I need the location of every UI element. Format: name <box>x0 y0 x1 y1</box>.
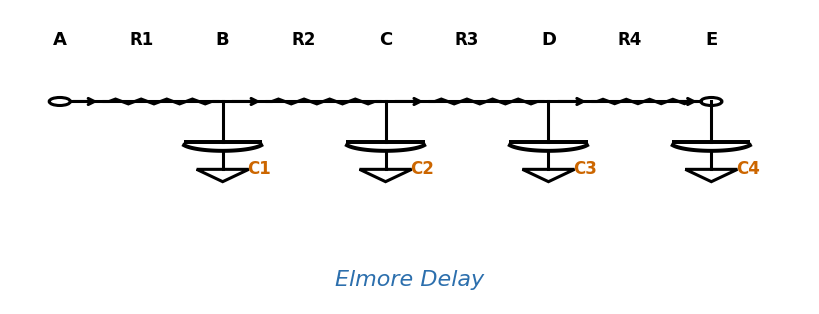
Text: C4: C4 <box>735 160 758 178</box>
Text: D: D <box>541 31 555 49</box>
Text: C2: C2 <box>410 160 433 178</box>
Text: C3: C3 <box>572 160 596 178</box>
Text: R2: R2 <box>292 31 316 49</box>
Text: C1: C1 <box>247 160 270 178</box>
Text: Elmore Delay: Elmore Delay <box>335 270 484 290</box>
Text: R3: R3 <box>455 31 478 49</box>
Text: R1: R1 <box>129 31 153 49</box>
Text: E: E <box>704 31 717 49</box>
Text: R4: R4 <box>617 31 641 49</box>
Text: C: C <box>378 31 391 49</box>
Text: A: A <box>52 31 66 49</box>
Text: B: B <box>215 31 229 49</box>
